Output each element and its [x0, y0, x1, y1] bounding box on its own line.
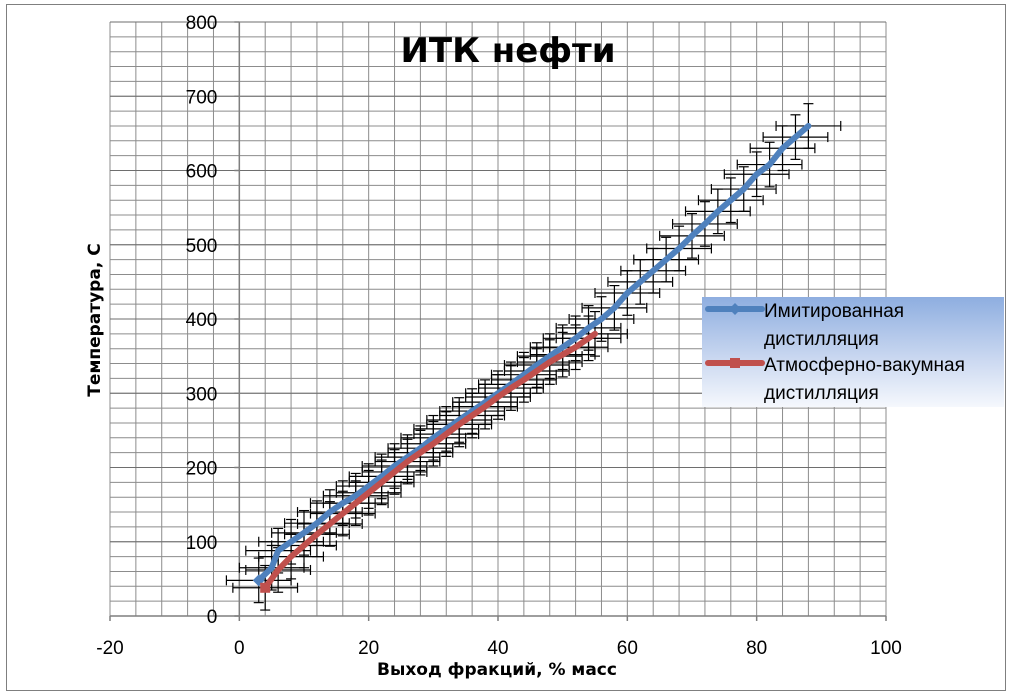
legend-label-2: Атмосферно-вакумная дистилляция: [764, 355, 965, 404]
legend-label-1: Имитированная дистилляция: [764, 301, 904, 350]
series-marker-2: [260, 582, 271, 593]
y-axis-label: Температура, С: [85, 243, 105, 396]
x-tick-label: -20: [96, 638, 123, 659]
y-tick-label: 800: [186, 13, 218, 34]
y-tick-label: 300: [186, 384, 218, 405]
legend-box: [702, 297, 1004, 407]
tick-labels: 0 100 200 300 400 500 600 700 800 -20 0 20 40 60 80 100: [96, 13, 902, 659]
series-lines: [252, 122, 812, 593]
y-tick-label: 400: [186, 310, 218, 331]
y-tick-label: 700: [186, 87, 218, 108]
y-tick-label: 200: [186, 459, 218, 480]
series-line-1: [255, 122, 812, 584]
chart-frame: [6, 4, 1006, 691]
axes: [109, 21, 887, 621]
x-tick-label: 40: [487, 638, 508, 659]
x-tick-label: 100: [870, 638, 902, 659]
legend: Имитированная дистилляция Атмосферно-вакум…: [702, 297, 1004, 407]
y-tick-label: 0: [207, 607, 218, 628]
legend-swatch-marker-2: [730, 358, 740, 368]
x-tick-label: 80: [746, 638, 767, 659]
x-tick-label: 60: [617, 638, 638, 659]
chart-title: ИТК нефти: [400, 31, 615, 71]
y-tick-label: 600: [186, 162, 218, 183]
x-tick-label: 0: [234, 638, 245, 659]
series-line-2: [262, 330, 598, 591]
x-tick-label: 20: [358, 638, 379, 659]
legend-swatch-marker-1: [729, 303, 741, 315]
y-tick-label: 500: [186, 236, 218, 257]
x-axis-label: Выход фракций, % масс: [377, 660, 617, 680]
y-tick-label: 100: [186, 533, 218, 554]
